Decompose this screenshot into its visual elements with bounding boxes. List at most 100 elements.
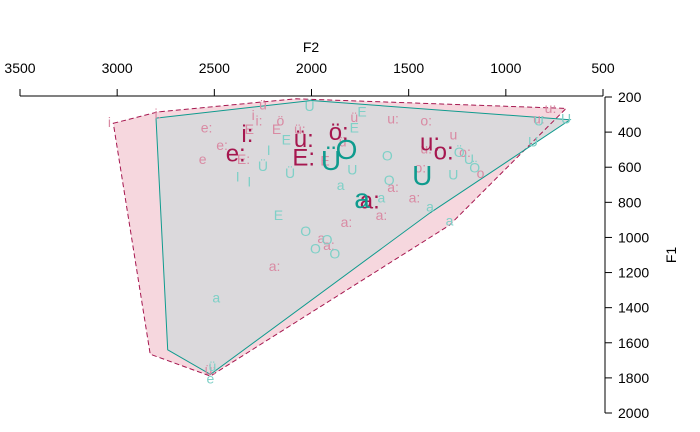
token-point: o: xyxy=(420,112,432,128)
mean-point: a: xyxy=(360,188,380,215)
token-point: ü xyxy=(339,133,347,149)
y-tick-label: 1800 xyxy=(618,370,649,386)
mean-point: Ü xyxy=(321,145,341,176)
token-point: E xyxy=(272,121,281,137)
token-point: i: xyxy=(154,105,161,121)
token-point: a: xyxy=(409,190,421,206)
token-point: O xyxy=(384,172,395,188)
mean-point: e: xyxy=(226,140,246,167)
token-point: a xyxy=(212,290,220,306)
y-tick-label: 800 xyxy=(618,194,642,210)
token-point: u xyxy=(449,126,457,142)
hull-layer xyxy=(112,98,572,377)
token-point: I xyxy=(247,174,251,190)
x-ticks: 3500 3000 2500 2000 1500 1000 500 xyxy=(4,60,615,96)
mean-point: u: xyxy=(420,130,440,157)
token-point: o: xyxy=(459,144,471,160)
y-tick-label: 1200 xyxy=(618,265,649,281)
y-tick-label: 400 xyxy=(618,124,642,140)
y-axis-title: F1 xyxy=(663,247,679,264)
token-point: U xyxy=(528,133,538,149)
token-point: a xyxy=(317,230,325,246)
token-point: E xyxy=(320,153,329,169)
token-point: U xyxy=(448,167,458,183)
token-point: Ü xyxy=(285,164,295,181)
y-tick-label: 200 xyxy=(618,89,642,105)
token-point: u: xyxy=(545,100,557,116)
token-point: o: xyxy=(414,160,426,176)
token-point: ü: xyxy=(205,362,217,378)
token-point: ü xyxy=(208,358,216,374)
y-tick-label: 1600 xyxy=(618,335,649,351)
token-point: a: xyxy=(376,207,388,223)
mean-layer: i:e:ü: ö:E:u:o:a:OÜ Ua xyxy=(226,119,454,214)
token-point: i xyxy=(252,107,255,123)
token-point: Ö xyxy=(454,143,465,160)
hull-outline-group-b xyxy=(155,99,572,375)
mean-point: ü: xyxy=(294,126,314,153)
token-point: a xyxy=(446,212,454,228)
y-ticks: 200 400 600 800 1000 1200 1400 1600 1800 2000 xyxy=(605,89,649,421)
mean-point: i: xyxy=(241,121,253,148)
token-layer: i:i i i:e:e:eüü:öEE: Eo:o:u:u:ua:a:a:a:a:aü… xyxy=(108,96,571,386)
token-point: I xyxy=(267,142,271,158)
token-point: e: xyxy=(216,137,228,153)
token-point: E xyxy=(282,132,291,148)
token-point: Ü xyxy=(304,97,314,114)
token-point: U xyxy=(464,151,474,167)
token-point: a: xyxy=(341,214,353,230)
y-axis: 200 400 600 800 1000 1200 1400 1600 1800 2000 F1 xyxy=(604,89,679,421)
token-point: Ü xyxy=(258,157,268,174)
token-point: a: xyxy=(323,237,335,253)
hull-outline-group-a xyxy=(112,98,568,377)
x-tick-label: 1000 xyxy=(490,60,521,76)
mean-point: a xyxy=(354,183,370,214)
token-point: a: xyxy=(387,179,399,195)
y-tick-label: 2000 xyxy=(618,405,649,421)
token-point: u: xyxy=(420,140,432,156)
token-point: U xyxy=(534,112,544,128)
x-axis: 3500 3000 2500 2000 1500 1000 500 F2 xyxy=(4,39,615,97)
token-point: a: xyxy=(269,258,281,274)
token-point: e: xyxy=(201,119,213,135)
mean-point: ö: xyxy=(329,119,349,146)
x-tick-label: 3500 xyxy=(4,60,35,76)
token-point: E: xyxy=(237,151,250,167)
token-point: ö xyxy=(277,112,285,128)
x-tick-label: 2000 xyxy=(296,60,327,76)
token-point: E xyxy=(245,121,254,137)
token-point: e xyxy=(207,370,215,386)
token-point: E xyxy=(357,104,366,120)
token-point: Ö xyxy=(469,159,480,176)
y-tick-label: 1000 xyxy=(618,229,649,245)
token-point: U xyxy=(347,161,357,177)
token-point: O xyxy=(322,232,333,248)
mean-point: E: xyxy=(292,145,315,172)
token-point: O xyxy=(310,240,321,256)
token-point: U xyxy=(561,111,571,127)
token-point: E xyxy=(350,119,359,135)
hull-fill-group-b xyxy=(156,100,570,375)
token-point: u: xyxy=(387,111,399,127)
token-point: e xyxy=(199,151,207,167)
mean-point: O xyxy=(336,134,358,165)
mean-point: o: xyxy=(434,139,454,166)
x-tick-label: 2500 xyxy=(199,60,230,76)
x-tick-label: 500 xyxy=(591,60,615,76)
token-point: u: xyxy=(533,111,545,127)
token-point: ü: xyxy=(294,121,306,137)
token-point: E xyxy=(274,207,283,223)
x-tick-label: 3000 xyxy=(102,60,133,76)
token-point: a xyxy=(337,177,345,193)
token-point: O xyxy=(382,147,393,163)
token-point: a xyxy=(426,198,434,214)
x-tick-label: 1500 xyxy=(393,60,424,76)
y-tick-label: 1400 xyxy=(618,300,649,316)
token-point: O xyxy=(329,246,340,262)
token-point: ü xyxy=(350,109,358,125)
token-point: o xyxy=(477,165,485,181)
token-point: a xyxy=(378,190,386,206)
y-tick-label: 600 xyxy=(618,159,642,175)
